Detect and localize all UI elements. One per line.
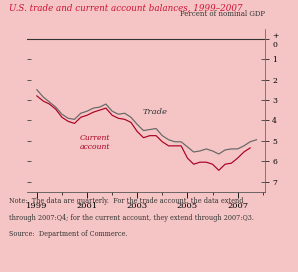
Text: Current
account: Current account <box>79 134 110 151</box>
Text: U.S. trade and current account balances, 1999–2007: U.S. trade and current account balances,… <box>9 4 243 13</box>
Text: Percent of nominal GDP: Percent of nominal GDP <box>180 10 265 18</box>
Text: Source:  Department of Commerce.: Source: Department of Commerce. <box>9 230 128 238</box>
Text: Note:  The data are quarterly.  For the trade account, the data extend: Note: The data are quarterly. For the tr… <box>9 197 243 205</box>
Text: through 2007:Q4; for the current account, they extend through 2007:Q3.: through 2007:Q4; for the current account… <box>9 214 254 221</box>
Text: Trade: Trade <box>142 108 167 116</box>
